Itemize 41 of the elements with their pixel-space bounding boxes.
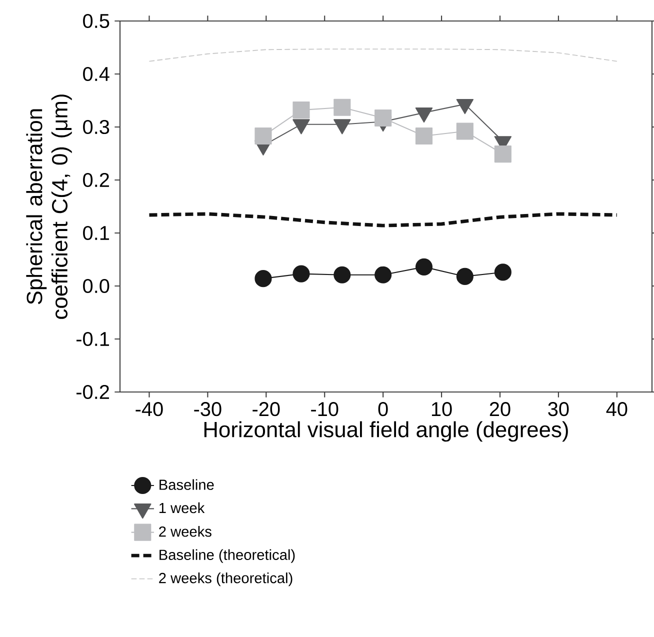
point bbox=[254, 270, 272, 288]
point bbox=[292, 102, 310, 119]
y-tick-label: 0.0 bbox=[83, 278, 110, 294]
legend-label: 2 weeks bbox=[159, 526, 212, 537]
point bbox=[292, 119, 310, 134]
legend-label: 2 weeks (theoretical) bbox=[159, 572, 292, 586]
point bbox=[334, 119, 351, 134]
legend-label: 1 week bbox=[159, 502, 205, 514]
point bbox=[415, 107, 433, 123]
point bbox=[374, 266, 392, 284]
point bbox=[456, 268, 474, 285]
x-tick-label: -40 bbox=[136, 402, 163, 416]
x-tick-label: -20 bbox=[252, 402, 280, 416]
point bbox=[456, 122, 474, 140]
x-tick-label: 20 bbox=[490, 402, 510, 416]
x-tick-label: -10 bbox=[311, 402, 338, 416]
y-tick-label: 0.5 bbox=[83, 14, 110, 28]
x-tick-label: 10 bbox=[432, 402, 452, 416]
point bbox=[334, 266, 351, 284]
x-tick-label: 40 bbox=[606, 402, 628, 416]
x-tick-label: 0 bbox=[378, 402, 388, 416]
legend-label: Baseline (theoretical) bbox=[160, 549, 295, 563]
point bbox=[415, 127, 433, 145]
point bbox=[254, 127, 272, 145]
y-tick-label: 0.2 bbox=[83, 172, 109, 188]
y-tick-label: -0.1 bbox=[76, 332, 109, 346]
legend-label: Baseline bbox=[160, 479, 214, 490]
y-tick-label: -0.2 bbox=[76, 384, 109, 400]
y-tick-label: 0.3 bbox=[83, 120, 110, 134]
point bbox=[415, 258, 433, 276]
point bbox=[494, 145, 512, 163]
point bbox=[456, 99, 474, 114]
y-tick-label: 0.4 bbox=[83, 66, 110, 82]
line-series bbox=[147, 212, 619, 228]
point bbox=[494, 264, 512, 281]
y-axis-title: Spherical aberration coefficient C(4, 0) (μm) bbox=[26, 94, 72, 319]
y-tick-label: 0.1 bbox=[83, 226, 109, 240]
x-tick-label: 30 bbox=[548, 402, 569, 416]
x-axis-title: Horizontal visual field angle (degrees) bbox=[204, 421, 568, 442]
x-tick-label: -30 bbox=[194, 402, 222, 416]
point bbox=[292, 265, 310, 282]
